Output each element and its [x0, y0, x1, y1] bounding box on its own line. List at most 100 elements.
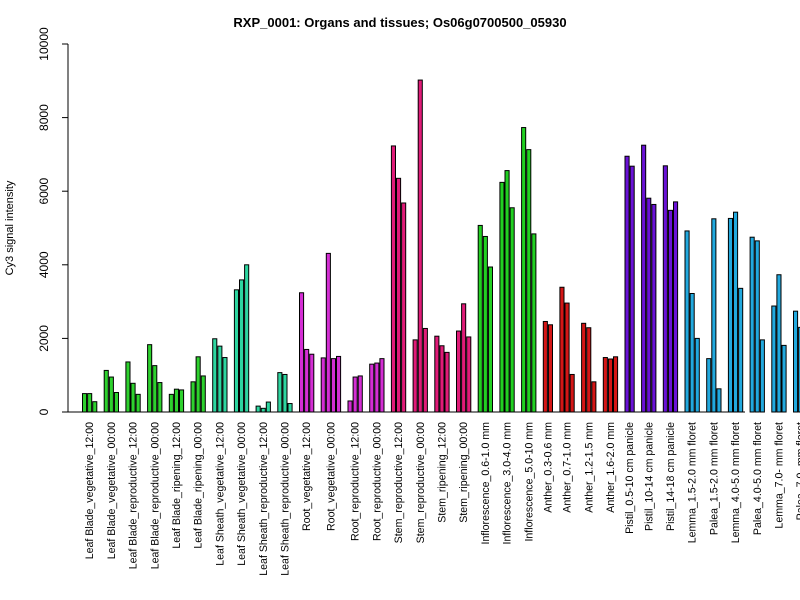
bar	[422, 327, 428, 413]
bar	[711, 218, 717, 413]
bar	[287, 403, 293, 413]
bar	[309, 353, 315, 413]
x-tick-label: Inflorescence_0.6-1.0 mm	[480, 422, 492, 545]
bar	[379, 358, 385, 413]
y-tick-label: 4000	[37, 251, 51, 278]
x-tick-label: Lemma_7.0- mm floret	[773, 422, 785, 529]
bar	[526, 149, 532, 413]
x-tick-label: Pistil_0.5-10 cm panicle	[624, 422, 636, 534]
bar	[401, 202, 407, 413]
bar	[92, 401, 98, 413]
bar	[667, 209, 674, 413]
bar	[195, 356, 201, 413]
bar	[754, 240, 760, 413]
bar	[482, 235, 488, 413]
bar	[325, 252, 331, 413]
x-tick-label: Leaf Sheath_vegetative_12:00	[214, 422, 226, 566]
bar	[509, 207, 515, 413]
bar	[157, 382, 163, 413]
x-tick-label: Leaf Blade_ripening_00:00	[193, 422, 205, 549]
x-tick-label: Root_vegetative_00:00	[325, 422, 337, 531]
bar	[531, 233, 537, 413]
x-tick-label: Inflorescence_5.0-10 mm	[523, 422, 535, 542]
bars-group	[82, 79, 800, 413]
x-tick-label: Inflorescence_3.0-4.0 mm	[502, 422, 514, 545]
bar	[357, 375, 363, 413]
x-tick-label: Palea_4.0-5.0 mm floret	[752, 422, 764, 535]
bar	[125, 361, 131, 413]
bar	[781, 344, 787, 413]
x-tick-label: Lemma_1.5-2.0 mm floret	[687, 422, 699, 543]
x-tick-label: Stem_reproductive_12:00	[393, 422, 405, 543]
x-tick-label: Stem_ripening_00:00	[458, 422, 470, 523]
x-tick-label: Leaf Sheath_reproductive_00:00	[279, 422, 291, 576]
x-tick-label: Palea_1.5-2.0 mm floret	[708, 422, 720, 535]
y-tick-label: 8000	[37, 104, 51, 131]
bar	[82, 393, 88, 413]
bar	[706, 358, 712, 413]
x-tick-label: Leaf Blade_reproductive_00:00	[149, 422, 161, 569]
bar	[521, 127, 527, 413]
bar	[320, 357, 326, 413]
bar	[749, 236, 755, 413]
bar	[461, 303, 467, 413]
bar	[390, 145, 396, 413]
bar	[347, 400, 353, 413]
x-tick-label: Anther_1.6-2.0 mm	[605, 422, 617, 513]
x-tick-label: Root_vegetative_12:00	[301, 422, 313, 531]
bar	[738, 287, 744, 413]
y-tick-label: 2000	[37, 325, 51, 352]
bar	[684, 230, 690, 413]
bar	[239, 279, 245, 413]
x-tick-label: Leaf Blade_vegetative_12:00	[84, 422, 96, 559]
bar	[113, 392, 120, 413]
y-tick-label: 6000	[37, 178, 51, 205]
bar	[581, 322, 587, 413]
x-tick-label: Stem_ripening_12:00	[436, 422, 448, 523]
bar	[591, 381, 597, 413]
y-tick-label: 0	[37, 408, 51, 415]
bar	[304, 348, 310, 413]
bar	[694, 337, 700, 413]
x-tick-label: Anther_0.3-0.6 mm	[542, 422, 554, 513]
bar	[662, 165, 668, 413]
bar	[504, 170, 510, 413]
x-tick-label: Leaf Blade_vegetative_00:00	[106, 422, 118, 559]
bar	[673, 201, 679, 413]
bar	[542, 320, 548, 413]
bar	[352, 376, 358, 413]
x-tick-label: Anther_0.7-1.0 mm	[562, 422, 574, 513]
bar	[190, 381, 196, 413]
bar	[200, 375, 206, 413]
bar	[477, 224, 483, 413]
bar	[336, 355, 342, 413]
bar	[374, 362, 380, 413]
bar	[173, 388, 179, 413]
x-tick-labels: Leaf Blade_vegetative_12:00 Leaf Blade_ve…	[84, 422, 800, 576]
bar	[135, 393, 141, 413]
bar	[222, 357, 228, 413]
bar	[87, 393, 93, 413]
bar	[282, 373, 288, 413]
bar	[564, 302, 570, 413]
y-axis-label: Cy3 signal intensity	[4, 180, 16, 275]
x-tick-label: Stem_reproductive_00:00	[415, 422, 427, 543]
bar	[793, 310, 799, 413]
x-tick-label: Leaf Blade_ripening_12:00	[171, 422, 183, 549]
bar	[727, 217, 734, 413]
x-tick-label: Leaf Sheath_reproductive_12:00	[258, 422, 270, 576]
bar	[798, 326, 800, 413]
bar	[624, 155, 630, 413]
y-axis: 0 2000 4000 6000 8000 10000	[37, 27, 69, 415]
bar	[212, 338, 218, 413]
x-tick-label: Anther_1.2-1.5 mm	[583, 422, 595, 513]
bar	[277, 372, 283, 413]
x-tick-label: Leaf Blade_reproductive_12:00	[128, 422, 140, 569]
bar	[641, 144, 647, 413]
bar	[456, 330, 462, 413]
bar	[629, 165, 635, 413]
bar	[179, 389, 185, 413]
bar	[369, 363, 375, 413]
bar	[646, 197, 652, 413]
